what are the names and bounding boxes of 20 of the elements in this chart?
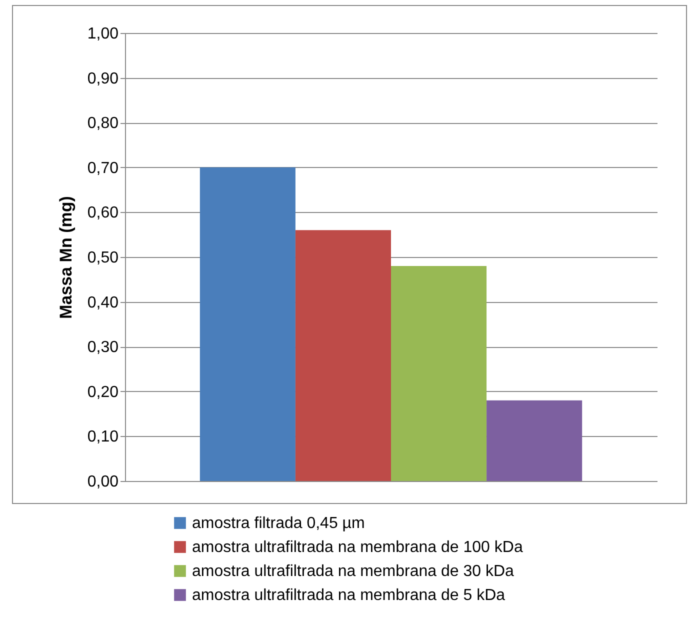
y-tick-label: 0,50	[87, 250, 119, 266]
y-tick-label: 0,20	[87, 384, 119, 401]
bar	[486, 400, 582, 481]
y-tick-label: 0,40	[87, 294, 119, 312]
y-tick-label: 1,00	[87, 26, 119, 42]
y-tick-label: 0,30	[87, 339, 119, 356]
y-tick-label: 0,80	[87, 115, 119, 132]
bar	[295, 230, 391, 481]
y-tick-label: 0,70	[87, 160, 119, 177]
legend-label: amostra ultrafiltrada na membrana de 100 kDa	[192, 539, 523, 556]
y-tick-label: 0,10	[87, 428, 119, 446]
legend-label: amostra ultrafiltrada na membrana de 5 kDa	[192, 587, 506, 604]
y-axis-title: Massa Mn (mg)	[56, 196, 76, 319]
bar	[200, 167, 296, 481]
bar	[391, 266, 487, 481]
y-tick-label: 0,60	[87, 204, 119, 222]
y-tick-label: 0,90	[87, 70, 119, 88]
legend-label: amostra filtrada 0,45 µm	[192, 515, 365, 532]
y-tick-label: 0,00	[87, 474, 119, 490]
legend-label: amostra ultrafiltrada na membrana de 30 kDa	[192, 563, 514, 580]
